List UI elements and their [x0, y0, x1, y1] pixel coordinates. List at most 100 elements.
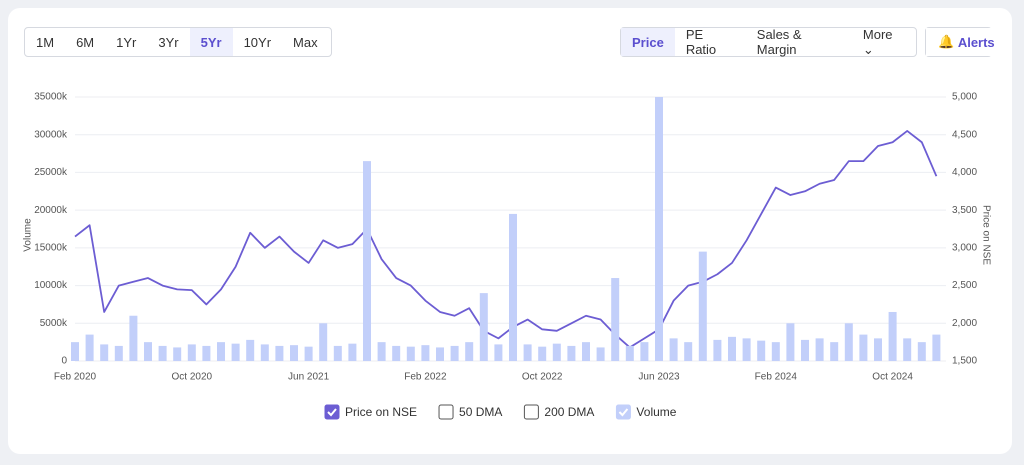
y-tick-label: 30000k [34, 129, 68, 140]
y-axis-title: Volume [23, 218, 34, 252]
volume-bar [421, 345, 430, 361]
legend-checkbox [438, 404, 454, 420]
y2-tick-label: 2,500 [952, 280, 977, 291]
legend-item[interactable]: 50 DMA [438, 404, 502, 420]
x-tick-label: Feb 2022 [404, 372, 447, 383]
legend-label: Volume [636, 405, 676, 419]
volume-bar [479, 293, 488, 361]
button[interactable]: PE Ratio [685, 27, 717, 57]
y-tick-label: 20000k [34, 205, 68, 216]
x-tick-label: Oct 2020 [172, 372, 213, 383]
button[interactable]: Max [293, 34, 318, 50]
volume-bar [713, 339, 722, 361]
y-tick-label: 10000k [34, 280, 68, 291]
legend-item[interactable]: 200 DMA [523, 404, 594, 420]
volume-bar [771, 342, 780, 361]
volume-bar [290, 345, 298, 361]
volume-bar [187, 344, 196, 361]
button[interactable]: 6M [76, 34, 95, 50]
volume-bar [888, 311, 897, 361]
y-tick-label: 35000k [34, 92, 68, 103]
volume-bar [596, 347, 605, 361]
x-tick-label: Jun 2023 [638, 372, 680, 383]
button[interactable]: 5Yr [189, 28, 233, 56]
volume-bar [202, 345, 211, 361]
volume-bar [231, 343, 240, 361]
button[interactable]: Price [621, 28, 675, 56]
volume-bar [669, 338, 678, 361]
volume-bar [815, 338, 824, 361]
legend-label: 50 DMA [459, 405, 502, 419]
volume-bar [304, 346, 313, 361]
legend-checkbox [324, 404, 340, 420]
volume-bar [363, 161, 371, 361]
volume-bar [114, 345, 123, 361]
legend-checkbox [523, 404, 539, 420]
volume-bar [611, 278, 620, 361]
volume-bar [844, 323, 853, 361]
volume-bar [552, 343, 561, 361]
volume-bar [640, 342, 649, 361]
volume-bar [903, 338, 912, 361]
legend-check [618, 408, 629, 417]
volume-bar [71, 342, 79, 361]
volume-bar [333, 345, 342, 361]
volume-bar [698, 251, 707, 361]
x-tick-label: Oct 2024 [872, 372, 913, 383]
button[interactable]: 1M [36, 34, 55, 50]
range-buttons: 1M 6M 1Yr 3Yr 5Yr 10Yr Max [24, 27, 332, 57]
alerts-label[interactable]: Alerts [957, 34, 995, 50]
volume-bar [801, 339, 809, 361]
volume-bar [158, 345, 167, 361]
volume-bar [100, 344, 109, 361]
legend-item[interactable]: Price on NSE [324, 404, 417, 420]
volume-bar [932, 334, 941, 361]
volume-bar [494, 344, 503, 361]
x-tick-label: Oct 2022 [522, 372, 563, 383]
y2-axis-title: Price on NSE [980, 205, 991, 265]
volume-bar [173, 347, 182, 361]
legend-checkbox [615, 404, 631, 420]
y-tick-label: 5000k [40, 318, 68, 329]
x-tick-label: Jun 2021 [288, 372, 330, 383]
button[interactable]: Sales & Margin [756, 27, 802, 57]
volume-bar [742, 338, 751, 361]
volume-bar [275, 345, 284, 361]
volume-bar [786, 323, 795, 361]
y-tick-label: 0 [61, 356, 67, 367]
y2-tick-label: 3,000 [952, 242, 977, 253]
alerts-button[interactable]: 🔔 Alerts [926, 28, 995, 56]
button[interactable]: More ⌄ [862, 26, 893, 57]
y2-tick-label: 3,500 [952, 205, 977, 216]
button[interactable]: 3Yr [158, 34, 179, 50]
y2-tick-label: 1,500 [952, 356, 977, 367]
legend-item[interactable]: Volume [615, 404, 677, 420]
volume-bar [625, 345, 634, 361]
volume-bar [567, 345, 576, 361]
button[interactable]: 1Yr [116, 34, 137, 50]
volume-bar [538, 346, 547, 361]
volume-bar [523, 344, 532, 361]
view-buttons: Price PE Ratio Sales & Margin More ⌄ [620, 27, 917, 57]
x-tick-label: Feb 2024 [755, 372, 798, 383]
volume-bar [217, 342, 225, 361]
volume-bar [859, 334, 868, 361]
volume-bar [436, 347, 444, 361]
volume-bar [319, 323, 328, 361]
button[interactable]: 10Yr [243, 34, 272, 50]
volume-bar [246, 339, 255, 361]
legend-check [327, 408, 337, 417]
y-tick-label: 15000k [34, 242, 68, 253]
volume-bar [757, 340, 766, 361]
y-tick-label: 25000k [34, 167, 68, 178]
x-tick-label: Feb 2020 [54, 372, 97, 383]
volume-bar [582, 342, 590, 361]
volume-bar [874, 338, 882, 361]
volume-bar [260, 344, 269, 361]
volume-bar [684, 342, 693, 361]
alerts[interactable]: 🔔 Alerts [925, 27, 995, 57]
volume-bar [728, 336, 736, 361]
volume-bar [144, 342, 152, 361]
